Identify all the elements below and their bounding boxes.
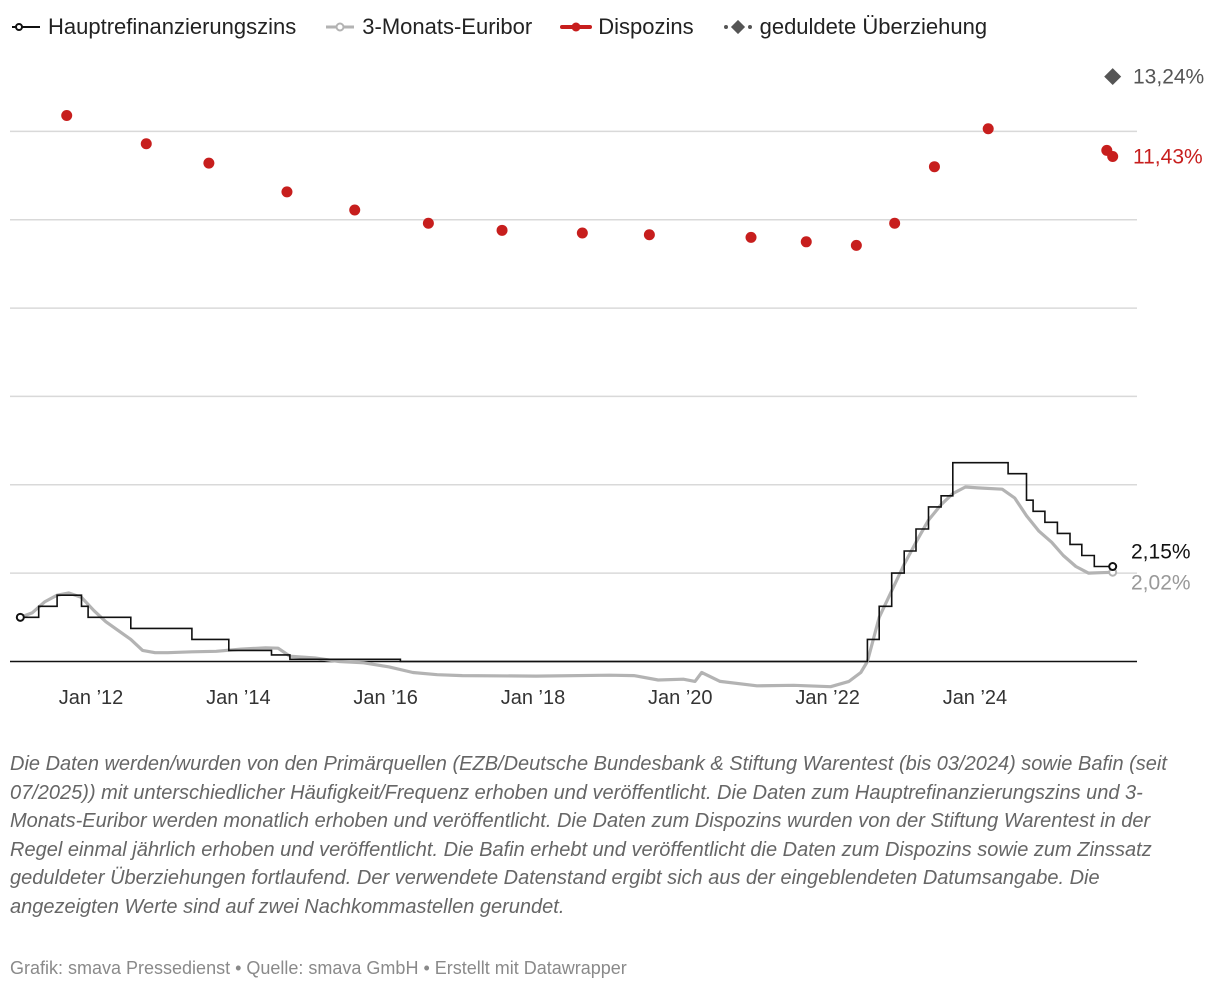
end-label-hauptrefinanzierungszins: 2,15% (1131, 541, 1191, 564)
legend-label: 3-Monats-Euribor (362, 14, 533, 39)
end-label-dispozins: 11,43% (1133, 146, 1203, 169)
series-line-euribor (18, 485, 1115, 689)
data-point-dispozins (889, 217, 901, 229)
x-tick-label: Jan ’14 (206, 687, 271, 709)
chart-notes: Die Daten werden/wurden von den Primärqu… (10, 753, 1167, 918)
legend-label: Hauptrefinanzierungszins (48, 14, 297, 39)
x-tick-label: Jan ’20 (648, 687, 713, 709)
legend-dotted-diamond-icon (723, 20, 752, 34)
chart-legend: Hauptrefinanzierungszins 3-Monats-Euribo… (10, 14, 987, 40)
legend-label: Dispozins (598, 14, 694, 39)
series-line-hauptrefinanzierungszins (20, 461, 1113, 663)
data-point-dispozins (203, 157, 215, 169)
series-end-marker (1108, 562, 1118, 572)
legend-line-dot-icon (560, 22, 593, 32)
legend-item-hauptrefinanzierungszins[interactable]: Hauptrefinanzierungszins (10, 14, 296, 40)
x-tick-label: Jan ’18 (501, 687, 566, 709)
data-point-dispozins (576, 227, 588, 239)
data-point-dispozins (140, 138, 152, 150)
line-chart: Jan ’12 Jan ’14 Jan ’16 Jan ’18 Jan ’20 Jan ’… (10, 66, 1204, 709)
series-start-marker (15, 612, 25, 622)
x-tick-label: Jan ’12 (59, 687, 124, 709)
data-point-dispozins (1107, 151, 1119, 163)
legend-line-open-circle-icon (12, 23, 40, 31)
legend-item-euribor[interactable]: 3-Monats-Euribor (324, 14, 532, 40)
x-tick-label: Jan ’16 (353, 687, 418, 709)
data-point-dispozins (643, 229, 655, 241)
legend-label: geduldete Überziehung (759, 14, 988, 39)
legend-item-geduldete-ueberziehung[interactable]: geduldete Überziehung (722, 14, 988, 40)
end-label-euribor: 2,02% (1131, 571, 1191, 594)
data-point-dispozins (422, 217, 434, 229)
data-point-geduldete-ueberziehung (1104, 68, 1122, 86)
x-tick-label: Jan ’24 (943, 687, 1008, 709)
data-point-dispozins (982, 123, 994, 135)
data-point-dispozins (928, 161, 940, 173)
data-point-dispozins (496, 224, 508, 236)
end-label-geduldete-ueberziehung: 13,24% (1133, 66, 1204, 89)
data-point-dispozins (281, 186, 293, 198)
x-tick-label: Jan ’22 (795, 687, 860, 709)
chart-credit: Grafik: smava Pressedienst • Quelle: sma… (10, 958, 627, 978)
legend-line-open-circle-icon (326, 22, 355, 32)
data-point-dispozins (850, 239, 862, 251)
data-point-dispozins (800, 236, 812, 248)
data-point-dispozins (349, 204, 361, 216)
data-point-dispozins (61, 109, 73, 121)
data-point-dispozins (745, 231, 757, 243)
legend-item-dispozins[interactable]: Dispozins (560, 14, 694, 40)
